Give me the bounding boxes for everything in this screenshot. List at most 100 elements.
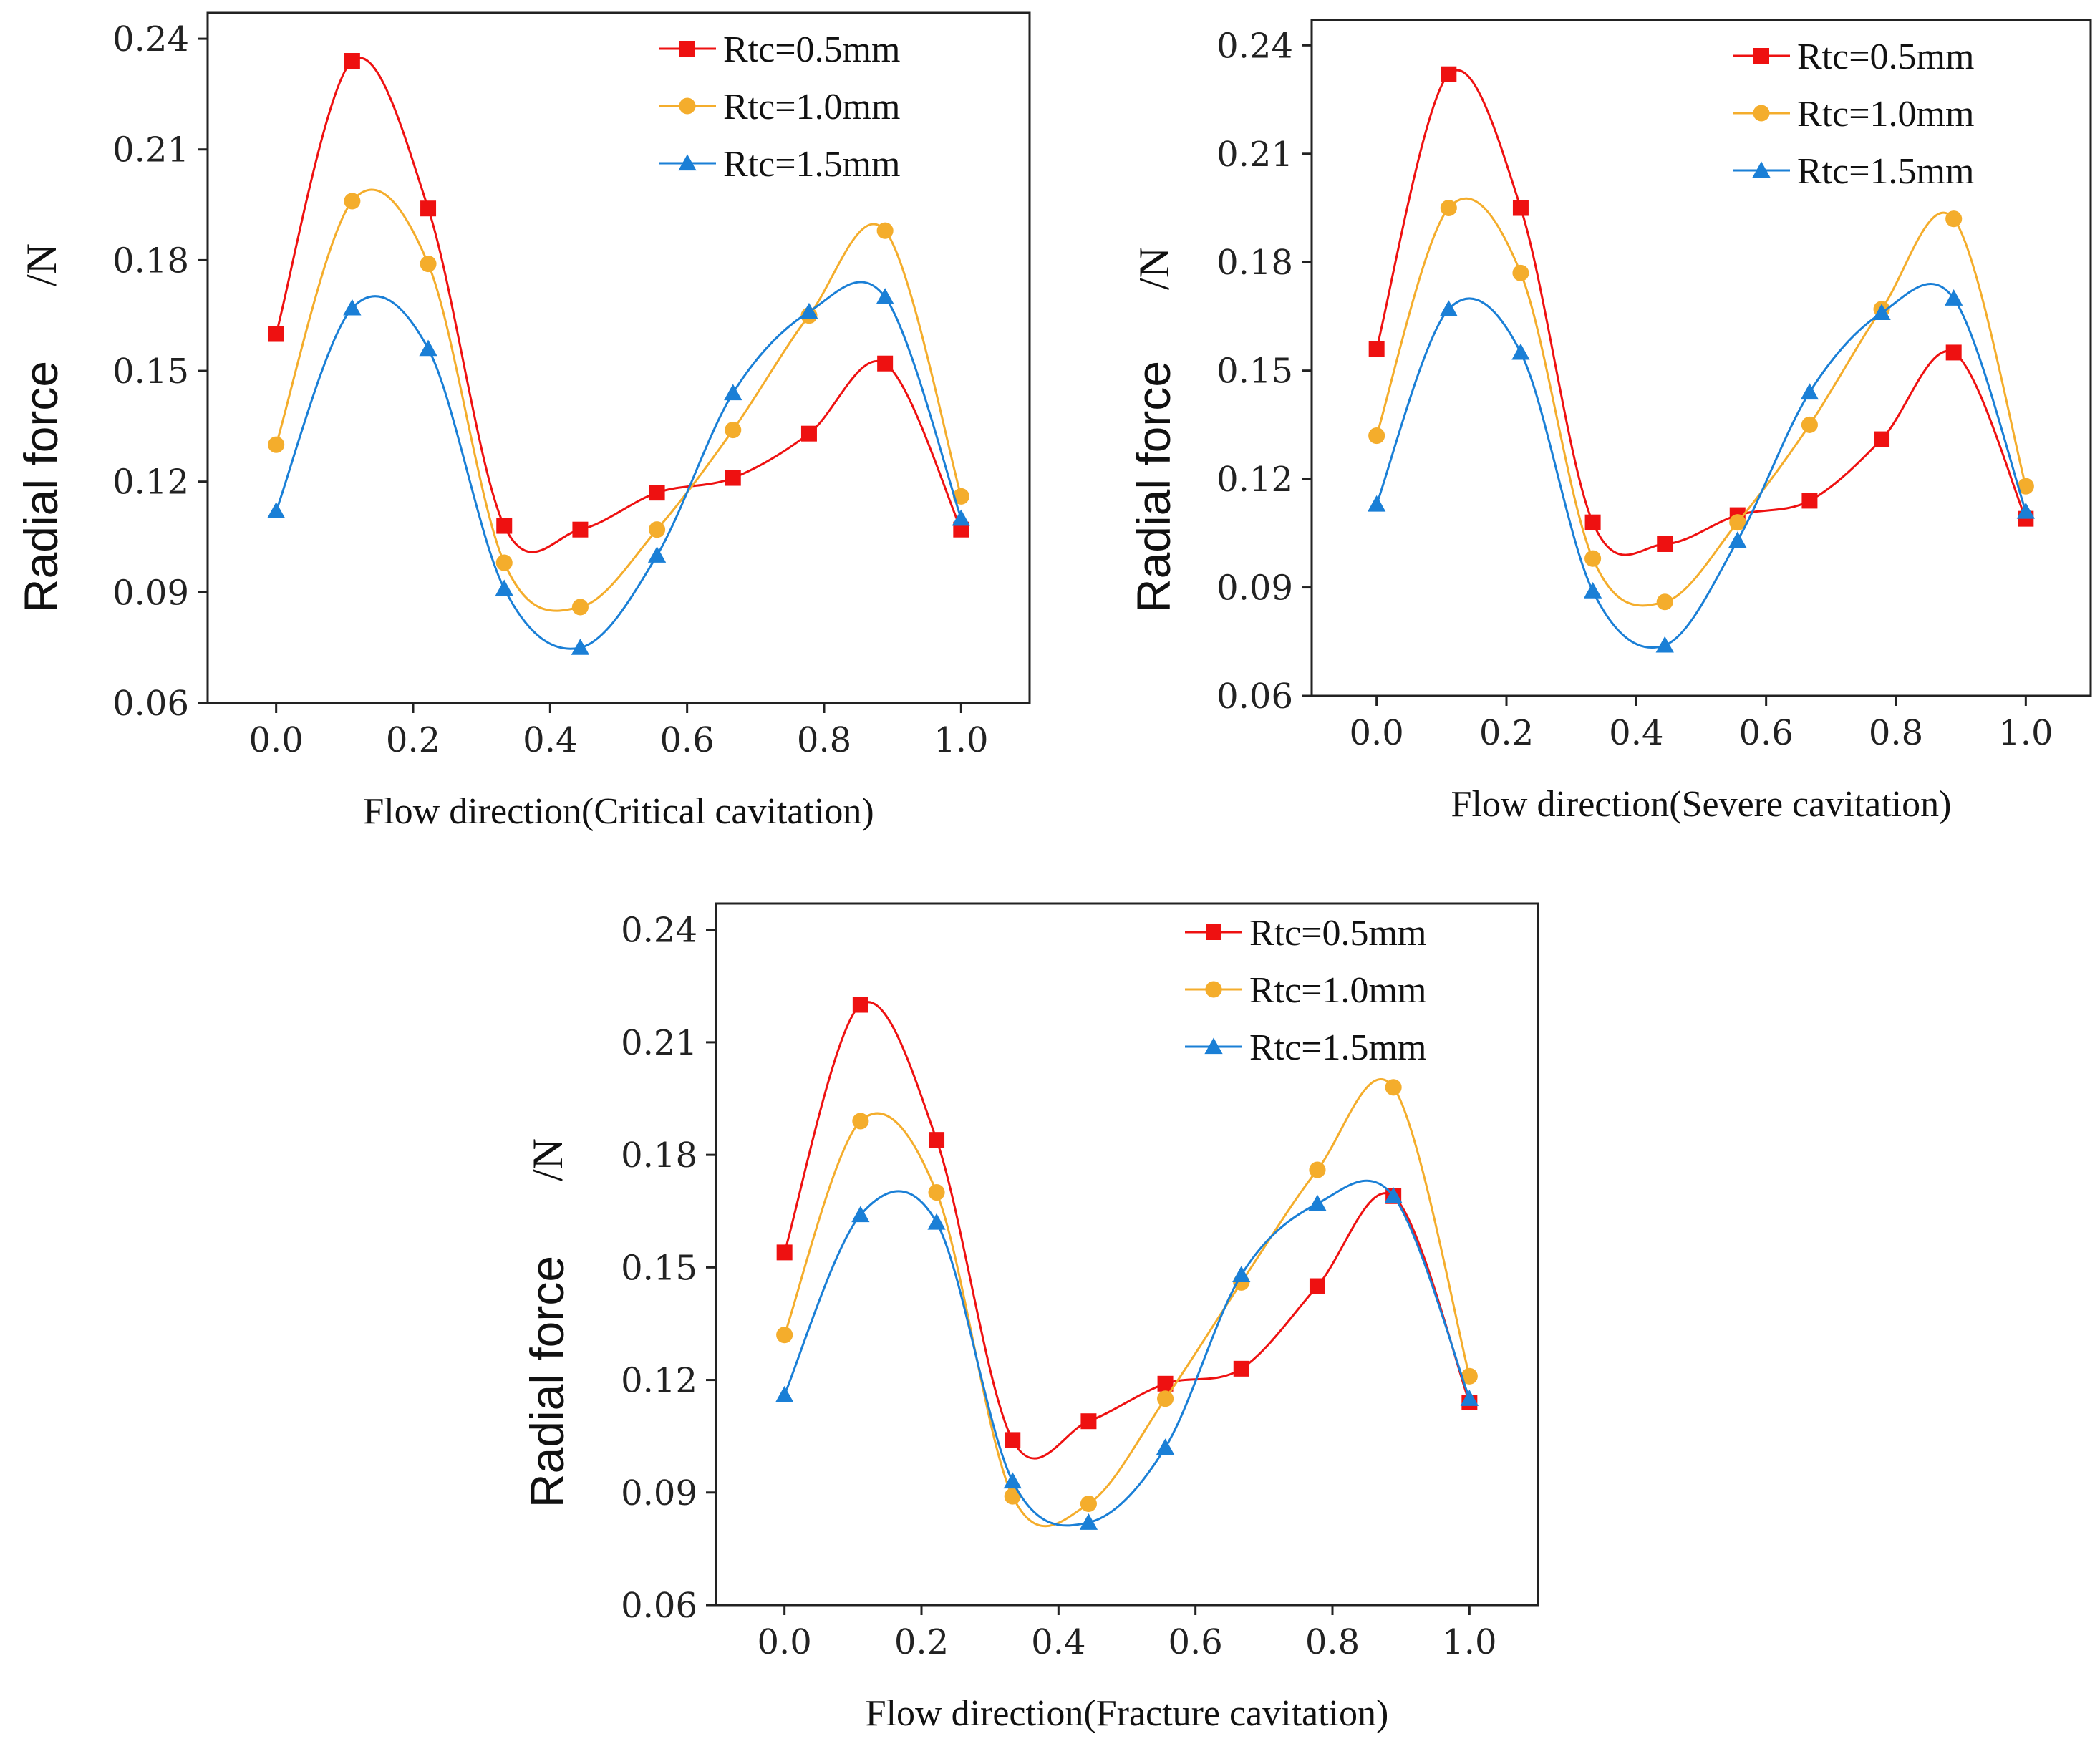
data-point bbox=[1801, 493, 1818, 509]
series-Rtc=1.5mm bbox=[267, 281, 970, 655]
y-tick-label: 0.24 bbox=[1216, 26, 1293, 66]
x-tick-label: 1.0 bbox=[1442, 1622, 1496, 1662]
y-tick-label: 0.15 bbox=[1216, 352, 1293, 392]
data-point bbox=[1945, 289, 1963, 306]
data-point bbox=[852, 1113, 869, 1130]
data-point bbox=[1368, 341, 1385, 357]
x-axis-title: Flow direction(Fracture cavitation) bbox=[866, 1693, 1389, 1734]
x-tick-label: 1.0 bbox=[1998, 713, 2053, 753]
x-tick-label: 1.0 bbox=[934, 720, 988, 760]
data-point bbox=[724, 384, 742, 401]
y-tick-label: 0.15 bbox=[621, 1248, 697, 1288]
y-tick-label: 0.09 bbox=[621, 1473, 697, 1513]
series-line bbox=[783, 1001, 1471, 1460]
y-tick-label: 0.24 bbox=[621, 911, 697, 951]
data-point bbox=[776, 1244, 793, 1261]
legend-label: Rtc=0.5mm bbox=[1797, 37, 1974, 77]
data-point bbox=[877, 355, 894, 372]
data-point bbox=[1656, 593, 1673, 611]
x-tick-label: 0.8 bbox=[797, 720, 851, 760]
x-axis-title: Flow direction(Severe cavitation) bbox=[1451, 784, 1952, 825]
data-point bbox=[1583, 581, 1602, 599]
data-point bbox=[344, 193, 361, 210]
data-point bbox=[1005, 1432, 1021, 1448]
data-point bbox=[495, 554, 513, 571]
y-tick-label: 0.06 bbox=[112, 684, 189, 724]
data-point bbox=[1728, 531, 1747, 548]
legend-label: Rtc=1.5mm bbox=[1249, 1027, 1426, 1068]
series-Rtc=1.0mm bbox=[776, 1078, 1478, 1528]
data-point bbox=[268, 326, 284, 342]
y-tick-label: 0.12 bbox=[112, 462, 189, 503]
legend-marker bbox=[679, 97, 696, 115]
data-point bbox=[1003, 1472, 1022, 1489]
data-point bbox=[649, 485, 665, 501]
y-tick-label: 0.18 bbox=[621, 1135, 697, 1176]
data-point bbox=[647, 546, 667, 563]
data-point bbox=[1384, 1187, 1403, 1203]
x-tick-label: 0.2 bbox=[386, 720, 440, 760]
legend: Rtc=0.5mm Rtc=1.0mm Rtc=1.5mm bbox=[1733, 37, 1974, 192]
data-point bbox=[343, 299, 362, 316]
data-point bbox=[1511, 343, 1530, 360]
y-axis-unit: /N bbox=[524, 1138, 571, 1181]
series-Rtc=1.5mm bbox=[775, 1179, 1479, 1530]
y-tick-label: 0.12 bbox=[1216, 460, 1293, 500]
data-point bbox=[1439, 300, 1458, 316]
data-point bbox=[1080, 1495, 1097, 1513]
data-point bbox=[2017, 478, 2034, 495]
y-tick-label: 0.09 bbox=[112, 573, 189, 613]
data-point bbox=[1512, 200, 1529, 216]
series-Rtc=1.0mm bbox=[268, 188, 969, 616]
data-point bbox=[572, 521, 589, 538]
data-point bbox=[496, 518, 513, 534]
x-tick-label: 0.0 bbox=[1349, 713, 1403, 753]
legend-marker bbox=[1206, 924, 1221, 940]
series-Rtc=0.5mm bbox=[268, 53, 969, 553]
legend: Rtc=0.5mm Rtc=1.0mm Rtc=1.5mm bbox=[1185, 913, 1426, 1068]
data-point bbox=[268, 436, 285, 453]
series-line bbox=[1375, 69, 2027, 556]
y-tick-label: 0.24 bbox=[112, 19, 189, 59]
series-line bbox=[1375, 282, 2027, 649]
y-tick-label: 0.12 bbox=[621, 1361, 697, 1401]
data-point bbox=[1872, 304, 1891, 321]
x-tick-label: 0.4 bbox=[1609, 713, 1663, 753]
y-tick-label: 0.18 bbox=[1216, 243, 1293, 283]
data-point bbox=[1004, 1488, 1021, 1505]
legend-marker bbox=[1205, 981, 1222, 998]
data-point bbox=[852, 997, 868, 1013]
legend-marker bbox=[1752, 161, 1771, 178]
series-Rtc=1.5mm bbox=[1368, 282, 2035, 653]
chart-panel-2: 0.06 0.09 0.12 0.15 0.18 0.21 0.24 0.0 0.2 0.4 0.6… bbox=[1127, 19, 2092, 825]
x-tick-label: 0.6 bbox=[1738, 713, 1793, 753]
series-line bbox=[783, 1179, 1471, 1527]
series-line bbox=[275, 281, 962, 650]
y-tick-label: 0.21 bbox=[112, 130, 189, 170]
y-tick-label: 0.15 bbox=[112, 352, 189, 392]
data-point bbox=[1801, 416, 1818, 433]
series-line bbox=[275, 188, 962, 612]
x-tick-label: 0.4 bbox=[1031, 1622, 1085, 1662]
legend-label: Rtc=1.5mm bbox=[1797, 151, 1974, 192]
data-point bbox=[419, 339, 437, 357]
legend: Rtc=0.5mm Rtc=1.0mm Rtc=1.5mm bbox=[659, 29, 900, 185]
x-tick-label: 0.2 bbox=[1479, 713, 1534, 753]
series-line bbox=[1375, 197, 2027, 607]
data-point bbox=[344, 53, 360, 69]
data-point bbox=[927, 1213, 946, 1230]
legend-label: Rtc=1.0mm bbox=[1797, 94, 1974, 135]
data-point bbox=[649, 521, 666, 538]
data-point bbox=[928, 1183, 945, 1201]
x-axis-title: Flow direction(Critical cavitation) bbox=[363, 791, 874, 832]
data-point bbox=[725, 421, 742, 439]
data-point bbox=[1308, 1194, 1327, 1211]
x-tick-label: 0.0 bbox=[757, 1622, 811, 1662]
data-point bbox=[1080, 1413, 1097, 1430]
data-point bbox=[1079, 1513, 1098, 1530]
legend-marker bbox=[1753, 48, 1769, 64]
x-tick-label: 0.0 bbox=[248, 720, 303, 760]
legend-label: Rtc=1.5mm bbox=[723, 144, 900, 185]
series-Rtc=0.5mm bbox=[1368, 66, 2034, 556]
